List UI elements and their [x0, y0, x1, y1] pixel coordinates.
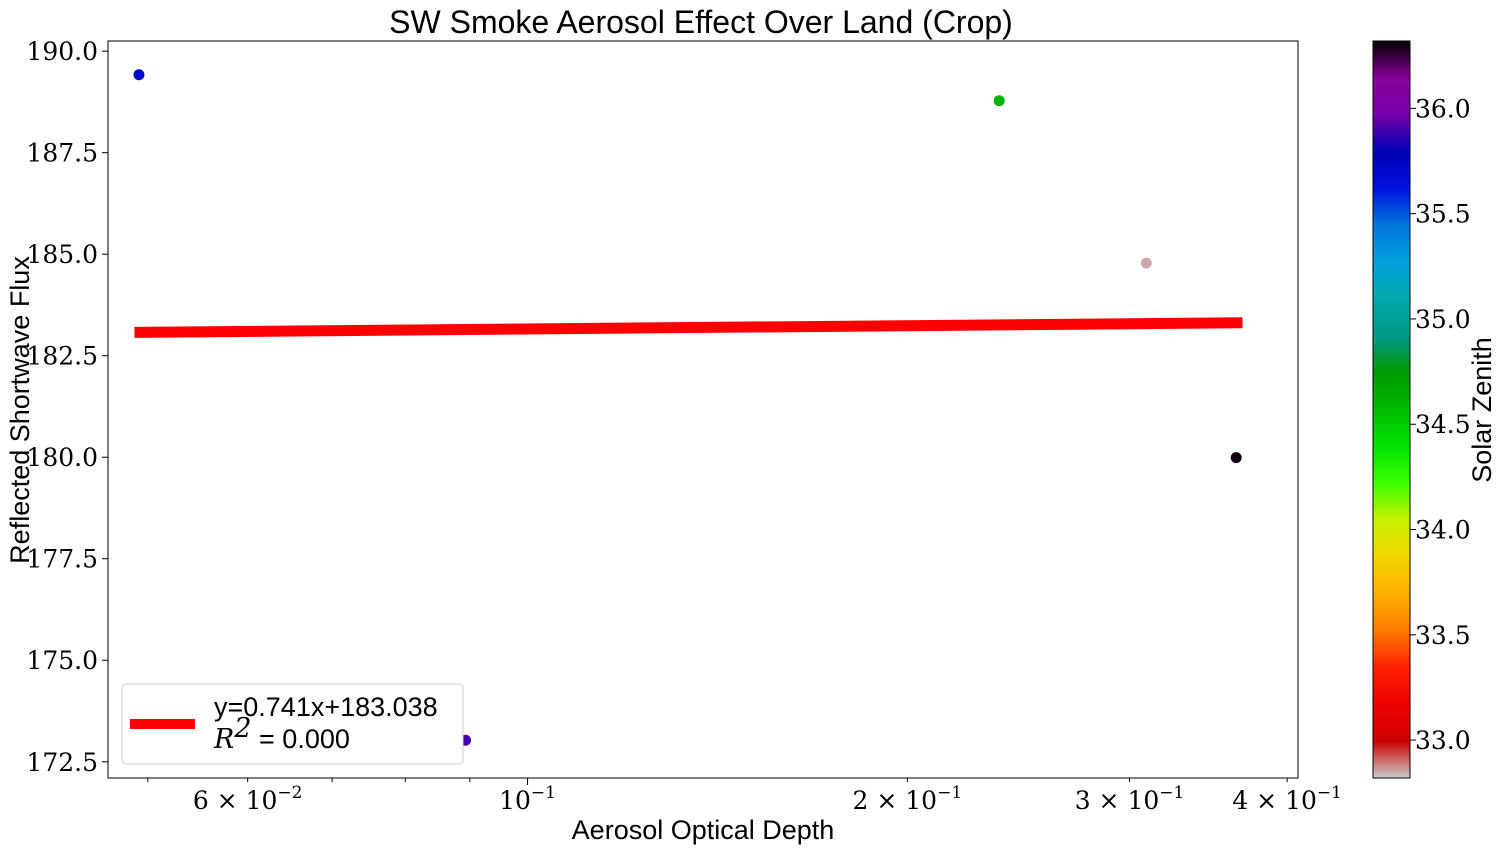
- colorbar-tick-label: 34.0: [1415, 516, 1471, 545]
- legend-box: [121, 683, 464, 765]
- colorbar-tick-label: 36.0: [1415, 94, 1471, 123]
- colorbar-tick-label: 33.0: [1415, 726, 1471, 755]
- colorbar-ticks: 33.0 33.5 34.0 34.5 35.0 35.5 36.0: [1410, 94, 1471, 755]
- legend-r2: R2 = 0.000: [213, 713, 350, 755]
- legend-r2-superscript: 2: [233, 713, 251, 744]
- legend-r2-symbol: R: [213, 724, 234, 755]
- scatter-point: [993, 95, 1005, 107]
- y-axis: 172.5 175.0 177.5 180.0 182.5 185.0 187.5 190.0: [26, 37, 108, 777]
- colorbar-tick-label: 34.5: [1415, 410, 1471, 439]
- y-tick-label: 187.5: [26, 139, 98, 168]
- colorbar-tick-label: 35.5: [1415, 200, 1471, 229]
- legend: y=0.741x+183.038 R2 = 0.000: [121, 683, 464, 765]
- y-tick-label: 185.0: [26, 240, 98, 269]
- x-tick-label: 10−1: [499, 783, 556, 815]
- colorbar-tick-label: 35.0: [1415, 305, 1471, 334]
- scatter-point: [133, 69, 145, 81]
- legend-r2-value: = 0.000: [252, 724, 350, 754]
- x-tick-label: 6 × 10−2: [193, 783, 303, 815]
- x-tick-label: 4 × 10−1: [1232, 783, 1342, 815]
- x-tick-label: 2 × 10−1: [853, 783, 963, 815]
- colorbar-label: Solar Zenith: [1467, 337, 1497, 483]
- legend-equation: y=0.741x+183.038: [214, 692, 438, 722]
- y-tick-label: 172.5: [26, 748, 98, 777]
- colorbar-gradient: [1372, 40, 1411, 779]
- scatter-point: [1230, 452, 1242, 464]
- y-tick-label: 180.0: [26, 443, 98, 472]
- y-tick-label: 175.0: [26, 646, 98, 675]
- colorbar-tick-label: 33.5: [1415, 621, 1471, 650]
- plot-area: [107, 40, 1299, 779]
- x-axis-label: Aerosol Optical Depth: [572, 815, 835, 845]
- chart-title: SW Smoke Aerosol Effect Over Land (Crop): [389, 4, 1013, 40]
- y-axis-label: Reflected Shortwave Flux: [5, 256, 35, 564]
- y-tick-label: 177.5: [26, 545, 98, 574]
- x-axis: 6 × 10−2 10−1 2 × 10−1 3 × 10−1 4 × 10−1: [147, 778, 1342, 815]
- fit-line: [134, 317, 1243, 338]
- y-tick-label: 190.0: [26, 37, 98, 66]
- x-tick-label: 3 × 10−1: [1075, 783, 1185, 815]
- y-tick-label: 182.5: [26, 342, 98, 371]
- colorbar: 33.0 33.5 34.0 34.5 35.0 35.5 36.0 Solar Zenit…: [1372, 40, 1497, 779]
- scatter-point: [1140, 257, 1152, 269]
